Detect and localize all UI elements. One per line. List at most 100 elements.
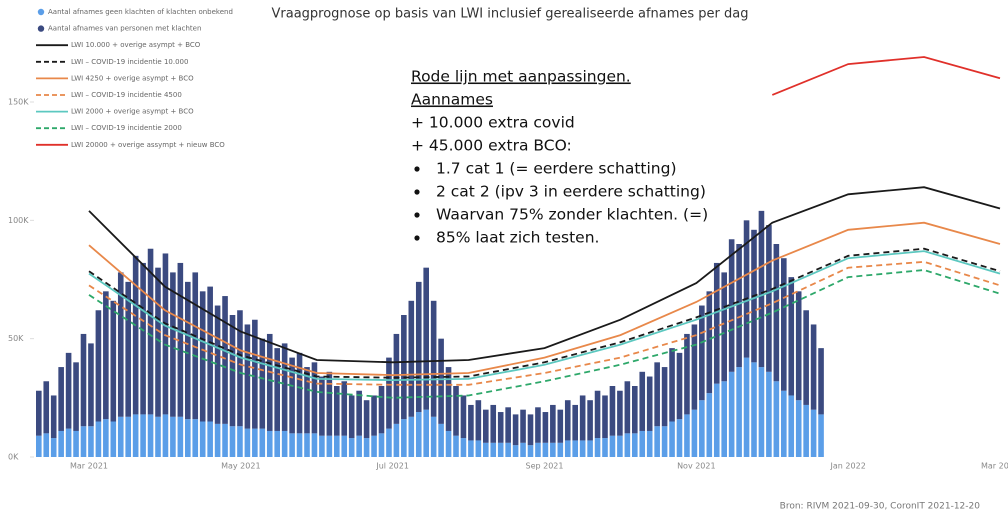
legend-label: LWI 4250 + overige asympt + BCO [71, 74, 194, 82]
bar [736, 367, 742, 457]
bar [468, 404, 474, 441]
bar [781, 390, 787, 457]
bar [296, 433, 303, 457]
bar [207, 286, 213, 422]
bar [468, 440, 474, 457]
bar [393, 423, 400, 457]
bar [535, 407, 541, 443]
bar [415, 281, 422, 413]
bar [348, 395, 355, 439]
bar [341, 381, 348, 436]
bar [222, 296, 228, 424]
bar [117, 416, 124, 457]
bar [587, 400, 593, 441]
bar [252, 428, 258, 457]
bar [445, 430, 452, 457]
annotation-bullet: 85% laat zich testen. [436, 229, 599, 247]
bar [676, 352, 683, 420]
bar [88, 426, 94, 457]
bar [520, 442, 526, 457]
y-tick-label: 0K [8, 453, 19, 462]
bar [713, 383, 720, 457]
line-series [771, 56, 1001, 96]
bar [810, 409, 817, 457]
bar [244, 428, 251, 457]
bar [50, 395, 57, 439]
bar [587, 440, 593, 457]
legend-swatch [37, 25, 45, 32]
annotation-line: + 45.000 extra BCO: [411, 137, 572, 155]
bar [430, 416, 437, 457]
bar [88, 343, 94, 427]
bar [564, 400, 571, 441]
bar [266, 430, 273, 457]
bullet [414, 166, 420, 172]
bar [512, 445, 519, 457]
legend-label: LWI 2000 + overige asympt + BCO [71, 108, 194, 116]
bar [36, 390, 42, 436]
bar [296, 352, 303, 434]
bar [304, 367, 310, 434]
bar [185, 281, 191, 420]
bullet [414, 212, 420, 218]
bar [490, 442, 497, 457]
bar [311, 433, 318, 457]
bar [684, 414, 690, 457]
bullet [414, 235, 420, 241]
bar [222, 423, 228, 457]
bar [58, 367, 64, 431]
bar [199, 291, 206, 422]
bar [281, 430, 288, 457]
bar [378, 386, 385, 434]
bar [281, 343, 288, 431]
x-tick-label: Mar 2021 [70, 462, 108, 471]
bar [192, 419, 199, 457]
bar [147, 248, 154, 415]
bar [721, 272, 727, 382]
bar [758, 367, 765, 457]
annotation-subheading: Aannames [411, 91, 493, 109]
bar [117, 272, 124, 417]
bar [527, 445, 534, 457]
bar [550, 442, 556, 457]
bar [505, 407, 511, 443]
line-series [88, 221, 1001, 377]
bar [237, 426, 243, 457]
bar [438, 423, 444, 457]
bar [818, 414, 824, 457]
bar [423, 267, 429, 410]
bar [319, 435, 325, 457]
bullet [414, 189, 420, 195]
x-tick-label: May 2021 [221, 462, 260, 471]
bar [95, 421, 102, 457]
bar [65, 352, 72, 429]
bar [699, 400, 705, 457]
bar [609, 386, 616, 436]
bar [773, 244, 780, 382]
bar [199, 421, 206, 457]
source-note: Bron: RIVM 2021-09-30, CoronIT 2021-12-2… [780, 502, 981, 512]
bar [535, 442, 541, 457]
bar [259, 338, 266, 429]
bar [706, 393, 713, 457]
bar [214, 423, 221, 457]
bar [646, 430, 653, 457]
bar [460, 438, 467, 457]
legend-label: Aantal afnames geen klachten of klachten… [48, 8, 233, 16]
bar [490, 404, 497, 443]
bar [438, 338, 444, 424]
bar [103, 419, 109, 457]
bar [356, 390, 362, 436]
bar [73, 362, 79, 431]
bar [520, 409, 526, 443]
bar [453, 386, 459, 436]
bar [527, 414, 534, 446]
bar [564, 440, 571, 457]
bar [326, 371, 333, 436]
bar [803, 404, 809, 457]
bar [356, 435, 362, 457]
legend-label: LWI – COVID-19 incidentie 10.000 [71, 58, 188, 66]
y-tick-label: 100K [8, 216, 29, 225]
bar [334, 386, 340, 436]
